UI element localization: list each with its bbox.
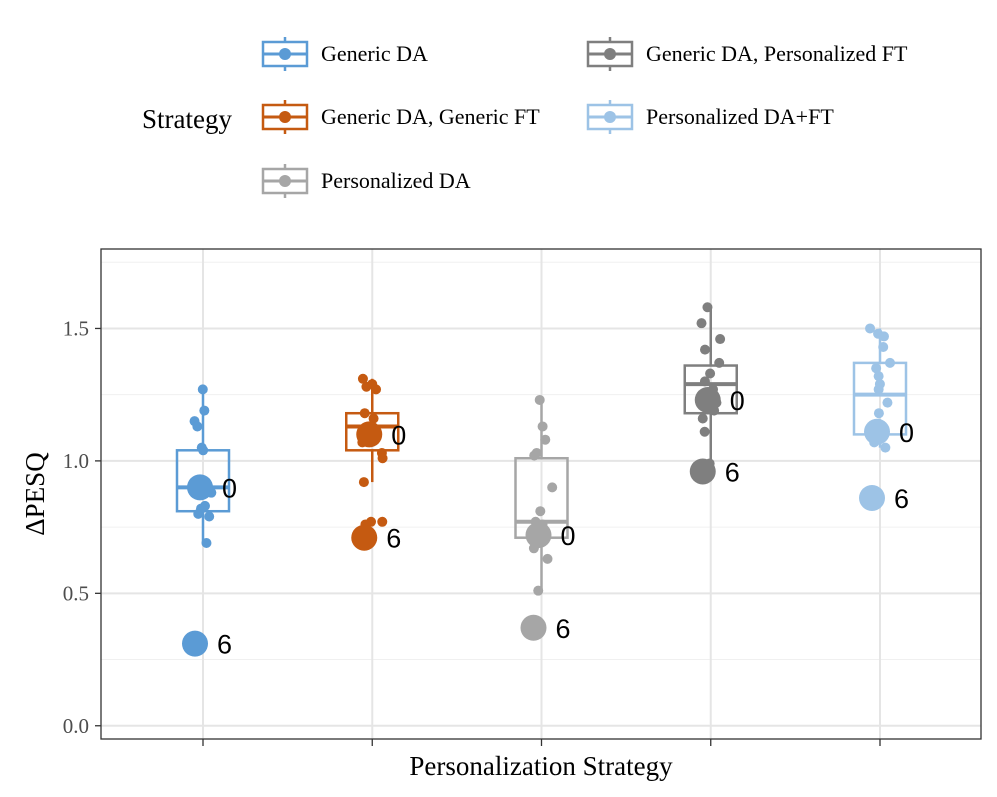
legend-item: Generic DA, Personalized FT: [586, 37, 908, 71]
data-point: [865, 323, 876, 334]
legend-item: Personalized DA: [261, 164, 471, 198]
boxplot-generic-da-generic-ft: 06: [345, 373, 406, 554]
data-point: [696, 318, 707, 329]
data-point: [359, 408, 370, 419]
legend-label: Generic DA: [321, 41, 428, 66]
data-point: [873, 384, 884, 395]
highlight-point: [182, 630, 208, 657]
highlight-label: 0: [730, 386, 745, 416]
highlight-label: 0: [899, 418, 914, 448]
data-point: [702, 302, 713, 313]
data-point: [699, 426, 710, 437]
data-point: [358, 477, 369, 488]
data-point: [878, 342, 889, 352]
highlight-point: [689, 458, 716, 485]
data-point: [192, 421, 203, 432]
boxplot-personalized-da-ft: 06: [852, 323, 914, 514]
y-axis: 0.0 0.5 1.0 1.5: [63, 316, 101, 738]
data-point: [873, 408, 884, 419]
legend-item: Generic DA: [261, 37, 428, 71]
data-point: [871, 363, 882, 374]
highlight-point: [356, 421, 383, 448]
legend-title: Strategy: [142, 104, 232, 134]
data-point: [873, 371, 884, 382]
highlight-label: 6: [217, 630, 232, 660]
y-axis-label: ΔPESQ: [20, 452, 50, 536]
data-point: [699, 376, 710, 387]
highlight-label: 6: [725, 457, 740, 487]
highlight-point: [520, 614, 547, 641]
data-point: [878, 331, 889, 342]
highlight-label: 6: [894, 484, 909, 514]
highlight-label: 0: [222, 473, 237, 503]
data-point: [700, 344, 711, 355]
data-point: [535, 506, 546, 517]
highlight-point: [187, 474, 213, 501]
data-point: [198, 445, 209, 456]
data-point: [197, 384, 208, 395]
x-axis-label: Personalization Strategy: [409, 751, 673, 781]
y-tick-label: 0.5: [63, 581, 89, 605]
boxplot-generic-da: 06: [175, 384, 237, 660]
data-point: [880, 442, 891, 453]
y-tick-label: 1.5: [63, 316, 89, 340]
data-point: [377, 453, 388, 464]
y-tick-label: 1.0: [63, 449, 89, 473]
box: [345, 411, 400, 452]
legend-item: Generic DA, Generic FT: [261, 100, 540, 134]
data-point: [715, 334, 726, 345]
legend-key-point: [604, 111, 616, 123]
legend-item: Personalized DA+FT: [586, 100, 834, 134]
data-point: [705, 368, 716, 379]
data-point: [529, 450, 540, 461]
data-point: [534, 394, 545, 405]
data-point: [199, 405, 210, 416]
legend-key-point: [279, 111, 291, 123]
highlight-label: 6: [556, 614, 571, 644]
legend-key-point: [604, 48, 616, 60]
data-point: [547, 482, 558, 493]
highlight-point: [864, 418, 890, 445]
highlight-point: [859, 484, 885, 511]
highlight-label: 0: [391, 420, 406, 450]
data-point: [714, 357, 725, 368]
data-point: [885, 357, 896, 368]
data-point: [371, 384, 382, 395]
legend-label: Generic DA, Generic FT: [321, 104, 540, 129]
data-point: [201, 538, 212, 548]
data-point: [357, 373, 368, 384]
highlight-label: 6: [386, 524, 401, 554]
highlight-label: 0: [561, 521, 576, 551]
legend-key-point: [279, 48, 291, 60]
data-point: [537, 421, 548, 432]
data-point: [540, 434, 551, 445]
y-tick-label: 0.0: [63, 714, 89, 738]
boxplot-generic-da-personalized-ft: 06: [683, 302, 745, 487]
data-point: [542, 553, 553, 564]
data-point: [377, 516, 388, 527]
legend-key-point: [279, 175, 291, 187]
legend-label: Generic DA, Personalized FT: [646, 41, 908, 66]
x-axis: [202, 739, 881, 746]
highlight-point: [351, 524, 378, 551]
data-point: [533, 585, 544, 596]
data-point: [882, 397, 893, 408]
data-point: [697, 413, 708, 424]
data-point: [204, 511, 215, 522]
data-point: [193, 508, 204, 519]
highlight-point: [525, 522, 552, 549]
data-point: [361, 381, 372, 392]
legend-label: Personalized DA+FT: [646, 104, 834, 129]
legend-label: Personalized DA: [321, 168, 471, 193]
highlight-point: [694, 386, 721, 413]
legend: Strategy Generic DA Generic DA, Generic F…: [142, 37, 908, 198]
data-point: [368, 413, 379, 424]
boxplot-personalized-da: 06: [514, 394, 576, 644]
